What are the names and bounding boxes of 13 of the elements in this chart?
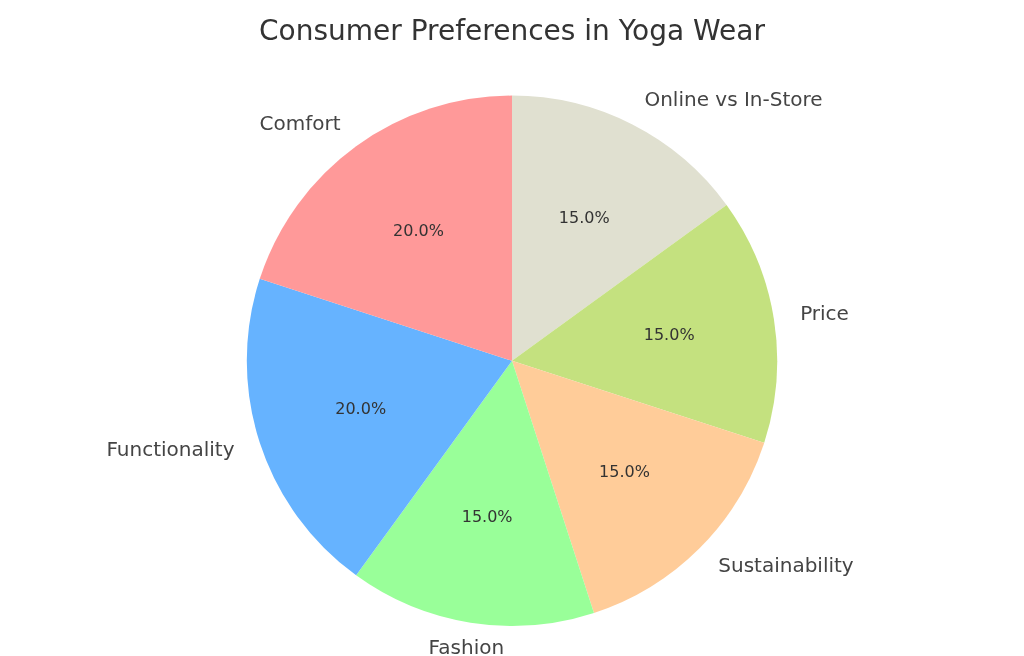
slice-label: Sustainability (718, 553, 854, 578)
slice-label: Price (800, 301, 849, 326)
slice-label: Fashion (428, 635, 505, 656)
chart-title: Consumer Preferences in Yoga Wear (259, 14, 766, 48)
data-label: 15.0% (558, 208, 610, 228)
slice-label: Online vs In-Store (644, 87, 823, 112)
data-label: 20.0% (335, 399, 387, 419)
data-label: 15.0% (643, 325, 695, 345)
data-label: 15.0% (599, 462, 650, 482)
data-label: 20.0% (393, 221, 444, 241)
slice-label: Comfort (259, 111, 341, 135)
data-label: 15.0% (461, 507, 513, 527)
slice-label: Functionality (106, 437, 235, 462)
